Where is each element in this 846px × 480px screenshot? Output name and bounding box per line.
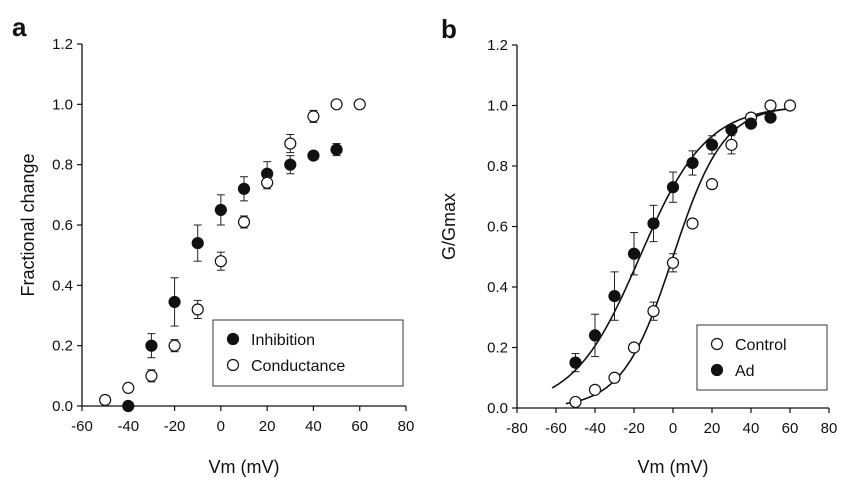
legend-label: Inhibition bbox=[251, 332, 315, 349]
data-point bbox=[647, 217, 660, 230]
data-point bbox=[330, 143, 343, 156]
data-point bbox=[666, 256, 680, 269]
x-tick-label: 40 bbox=[743, 420, 760, 437]
y-axis-title: G/Gmax bbox=[439, 193, 459, 260]
data-point bbox=[647, 305, 660, 318]
x-tick-label: 20 bbox=[259, 418, 276, 435]
y-tick-label: 0.4 bbox=[487, 279, 508, 296]
legend-marker bbox=[710, 337, 724, 351]
data-point bbox=[168, 295, 181, 309]
data-point bbox=[122, 399, 135, 413]
data-point bbox=[330, 98, 343, 111]
y-axis-title: Fractional change bbox=[18, 153, 38, 296]
legend-label: Control bbox=[735, 337, 787, 354]
data-point bbox=[99, 393, 112, 407]
data-point bbox=[725, 123, 738, 136]
x-axis-title: Vm (mV) bbox=[638, 457, 709, 477]
data-point bbox=[608, 289, 621, 303]
x-tick-label: -40 bbox=[117, 418, 139, 435]
panel-letter: b bbox=[441, 14, 457, 44]
data-point bbox=[588, 383, 602, 396]
y-tick-label: 1.0 bbox=[487, 98, 508, 115]
y-tick-label: 0.0 bbox=[487, 400, 508, 417]
x-tick-label: 60 bbox=[351, 418, 368, 435]
data-point bbox=[284, 158, 297, 171]
legend-label: Ad bbox=[735, 363, 755, 380]
legend-marker bbox=[226, 332, 240, 346]
legend-box bbox=[696, 324, 828, 391]
x-tick-label: -80 bbox=[506, 420, 528, 437]
y-tick-label: 0.6 bbox=[52, 217, 73, 234]
panel-a: a 0.0 0.2 0.4 0.6 0.8 1.0 1.2 -60 -40 -20 0 20 40 60 80… bbox=[12, 12, 414, 477]
series-inhibition bbox=[122, 143, 343, 413]
series-ad bbox=[569, 111, 777, 373]
data-point bbox=[214, 203, 227, 217]
data-point bbox=[764, 99, 777, 112]
data-point bbox=[666, 181, 680, 194]
x-tick-label: 80 bbox=[398, 418, 415, 435]
series-conductance bbox=[99, 98, 366, 407]
data-point bbox=[705, 138, 719, 151]
data-point bbox=[191, 237, 204, 250]
data-point bbox=[353, 98, 366, 111]
x-tick-label: 80 bbox=[821, 420, 838, 437]
y-tick-label: 0.0 bbox=[52, 398, 73, 415]
data-point bbox=[764, 111, 777, 124]
data-point bbox=[744, 117, 758, 130]
legend: Inhibition Conductance bbox=[212, 319, 404, 387]
y-tick-label: 1.2 bbox=[52, 36, 73, 53]
data-point bbox=[686, 217, 699, 230]
data-point bbox=[569, 356, 582, 369]
data-point bbox=[122, 381, 135, 394]
data-point bbox=[705, 178, 719, 191]
data-point bbox=[145, 369, 158, 382]
data-point bbox=[145, 339, 158, 352]
series-control bbox=[569, 99, 797, 409]
data-point bbox=[237, 215, 251, 229]
legend-label: Conductance bbox=[251, 358, 345, 375]
data-point bbox=[168, 339, 181, 352]
data-point bbox=[284, 137, 297, 150]
legend: Control Ad bbox=[696, 324, 828, 391]
y-tick-label: 1.2 bbox=[487, 37, 508, 54]
y-tick-label: 0.8 bbox=[487, 158, 508, 175]
y-tick-label: 0.2 bbox=[52, 338, 73, 355]
y-tick-label: 0.2 bbox=[487, 340, 508, 357]
data-point bbox=[307, 149, 320, 162]
y-tick-label: 0.4 bbox=[52, 277, 73, 294]
panel-letter: a bbox=[12, 12, 27, 42]
y-tick-label: 1.0 bbox=[52, 96, 73, 113]
x-tick-label: 20 bbox=[704, 420, 721, 437]
x-tick-label: 0 bbox=[217, 418, 225, 435]
data-point bbox=[686, 156, 699, 170]
y-tick-label: 0.6 bbox=[487, 219, 508, 236]
x-tick-label: -60 bbox=[545, 420, 567, 437]
data-point bbox=[608, 371, 621, 384]
legend-marker bbox=[226, 358, 240, 372]
data-point bbox=[627, 247, 641, 260]
legend-marker bbox=[710, 363, 724, 377]
data-point bbox=[627, 341, 641, 354]
data-point bbox=[237, 182, 251, 195]
data-point bbox=[191, 303, 204, 316]
data-point bbox=[261, 176, 274, 189]
data-point bbox=[569, 395, 582, 409]
y-tick-label: 0.8 bbox=[52, 157, 73, 174]
data-point bbox=[725, 138, 738, 151]
x-tick-label: -60 bbox=[71, 418, 93, 435]
x-tick-label: -20 bbox=[164, 418, 186, 435]
data-point bbox=[307, 110, 320, 123]
x-tick-label: -20 bbox=[623, 420, 645, 437]
x-axis-title: Vm (mV) bbox=[209, 457, 280, 477]
panel-b: b 0.0 0.2 0.4 0.6 0.8 1.0 1.2 -80 -60 -40 -20 0 20 40 6… bbox=[439, 14, 837, 477]
x-tick-label: -40 bbox=[584, 420, 606, 437]
legend-box bbox=[212, 319, 404, 387]
x-tick-label: 0 bbox=[669, 420, 677, 437]
x-tick-label: 40 bbox=[305, 418, 322, 435]
data-point bbox=[783, 99, 797, 112]
x-tick-label: 60 bbox=[782, 420, 799, 437]
data-point bbox=[588, 329, 602, 342]
data-point bbox=[214, 255, 227, 268]
